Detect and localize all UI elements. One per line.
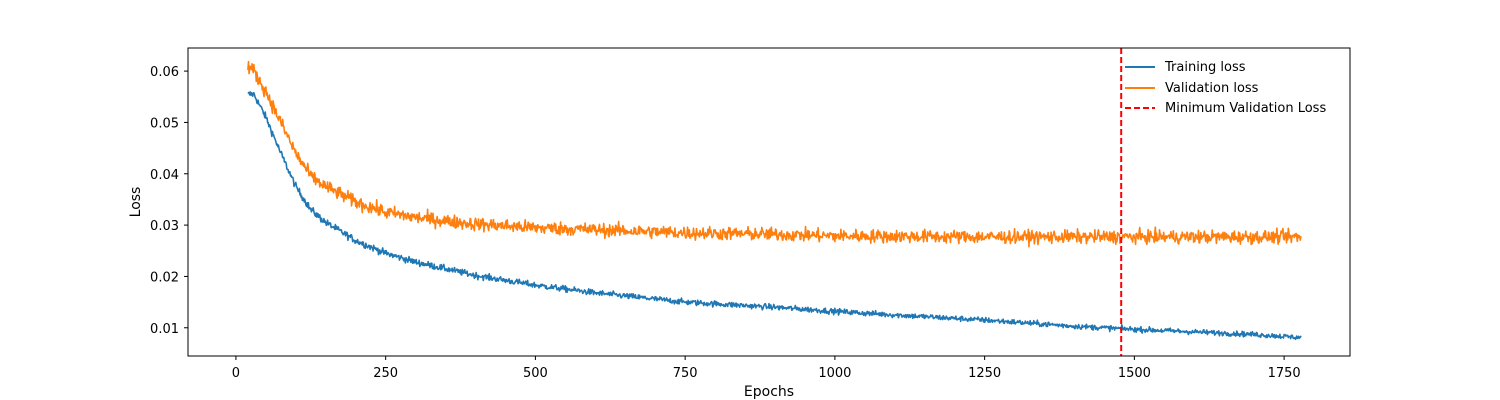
plot-frame [187, 47, 1351, 357]
legend: Training loss Validation loss Minimum Va… [1125, 60, 1326, 116]
plot-lines [247, 48, 1302, 356]
x-tick-label: 500 [523, 366, 548, 381]
x-tick-label: 1750 [1268, 366, 1301, 381]
x-tick-label: 1000 [818, 366, 851, 381]
x-tick-label: 1250 [968, 366, 1001, 381]
y-tick-label: 0.05 [150, 116, 179, 131]
y-tick-label: 0.04 [150, 168, 179, 183]
x-tick-label: 250 [373, 366, 398, 381]
y-axis: 0.01 0.02 0.03 0.04 0.05 0.06 [150, 65, 188, 337]
y-tick-label: 0.06 [150, 65, 179, 80]
y-tick-label: 0.02 [150, 270, 179, 285]
series-line-training [247, 91, 1302, 341]
legend-item-min-validation: Minimum Validation Loss [1125, 101, 1326, 116]
x-tick-label: 750 [673, 366, 698, 381]
x-axis-label: Epochs [744, 384, 794, 400]
y-tick-label: 0.03 [150, 219, 179, 234]
y-axis-label: Loss [128, 187, 144, 218]
legend-item-training: Training loss [1125, 60, 1246, 75]
x-tick-label: 1500 [1118, 366, 1151, 381]
x-tick-label: 0 [232, 366, 240, 381]
y-tick-label: 0.01 [150, 322, 179, 337]
legend-item-validation: Validation loss [1125, 81, 1259, 96]
legend-label-min-validation: Minimum Validation Loss [1165, 101, 1326, 116]
legend-label-validation: Validation loss [1165, 81, 1259, 96]
legend-label-training: Training loss [1164, 60, 1246, 75]
series-line-validation [247, 60, 1302, 248]
x-axis: 0 250 500 750 1000 1250 1500 1750 [232, 356, 1301, 381]
